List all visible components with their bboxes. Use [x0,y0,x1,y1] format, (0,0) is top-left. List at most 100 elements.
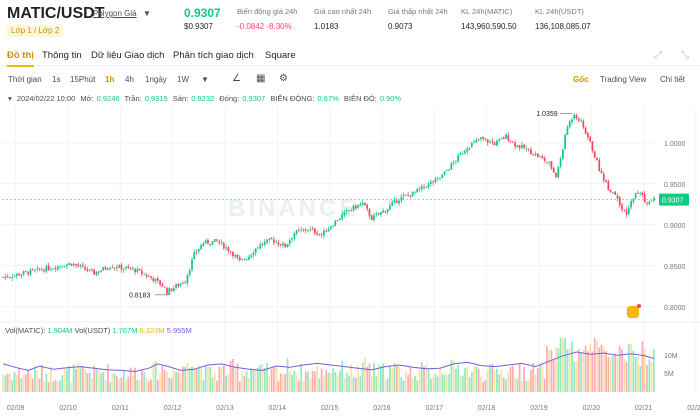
volume-bar [550,350,553,392]
volume-bar [505,379,507,392]
time-label: Thời gian [8,75,42,84]
asset-name-link[interactable]: Polygon Giá [93,9,137,18]
volume-bar [389,365,391,392]
volume-bar [477,368,480,392]
volume-bar [20,378,23,392]
candle-body [75,263,77,266]
settings-gear-icon[interactable]: ⚙ [279,73,288,84]
pair-dropdown-icon[interactable]: ▼ [143,9,151,18]
volume-bar [68,366,70,392]
view-tradingview[interactable]: Trading View [600,75,647,84]
volume-bar [573,361,576,392]
ohlc-change: 0.67% [317,94,339,103]
candle-body [402,195,405,197]
grid-layout-icon[interactable]: ▦ [256,73,266,84]
volume-bar [359,376,362,392]
volume-bar [63,368,66,392]
tab-chart[interactable]: Đồ thị [7,50,34,67]
tab-trading-data[interactable]: Dữ liệu Giao dịch [91,50,165,61]
volume-bar [323,375,325,392]
volume-bar [632,350,635,392]
x-tick-label: 02/15 [321,405,339,412]
volume-bar [361,362,364,392]
volume-bar [302,381,305,392]
candle-body [434,178,437,182]
volume-bar [31,378,34,392]
candle-body [270,237,273,239]
trade-float-icon[interactable] [627,306,639,318]
candle-body [568,121,571,128]
candle-body [646,203,648,204]
volume-bar [40,364,43,392]
candle-body [461,153,464,155]
volume-bar [273,366,275,392]
volume-bar [88,372,91,392]
volume-bar [200,368,202,392]
ohlc-date: 2024/02/22 10:00 [16,94,76,103]
indicator-icon[interactable]: ∠ [232,73,241,84]
volume-bar [136,379,139,392]
candle-body [150,276,152,278]
candle-body [348,209,350,211]
candle-body [650,200,653,202]
candle-body [279,244,282,246]
interval-1s[interactable]: 1s [52,75,61,84]
volume-bar [466,366,469,392]
candle-body [179,283,182,286]
volume-bar [182,366,184,392]
candle-body [459,153,462,156]
interval-15m[interactable]: 15Phút [70,75,96,84]
candle-body [70,263,73,266]
volume-bar [61,375,64,392]
candle-body [536,153,539,158]
fullscreen-icon[interactable]: ⤢ [654,50,662,61]
candle-body [443,171,446,175]
candle-body [391,202,394,206]
volume-bar [329,373,332,392]
volume-bar [352,376,355,392]
expand-icon[interactable]: ⤡ [681,50,689,61]
price-chart[interactable]: 1.0000 0.9500 0.9000 0.8500 0.8000 02/09 02/10… [0,106,700,418]
volume-bar [222,365,225,392]
candle-body [361,202,364,205]
volume-bar [316,366,318,392]
interval-1d[interactable]: 1ngày [145,75,167,84]
x-tick-label: 02/14 [269,405,287,412]
interval-dropdown-icon[interactable]: ▼ [201,75,209,84]
interval-4h[interactable]: 4h [125,75,134,84]
candle-body [50,269,52,271]
view-depth[interactable]: Chi tiết [660,75,685,84]
candle-body [329,226,332,229]
tab-info[interactable]: Thông tin [42,50,82,61]
volume-bar [618,345,621,392]
candle-body [47,265,50,270]
candle-body [286,243,289,247]
legend-toggle-icon[interactable]: ▾ [8,94,12,103]
category-badge[interactable]: Lớp 1 / Lớp 2 [7,25,64,37]
volume-bar [621,348,623,392]
volume-bar [70,382,73,392]
volume-bar [541,362,544,392]
volume-bar [257,367,259,392]
volume-bar [266,362,268,392]
candle-body [191,259,193,270]
tab-trading-analysis[interactable]: Phân tích giao dịch [173,50,254,61]
view-original[interactable]: Gốc [573,75,589,84]
interval-1h[interactable]: 1h [105,75,115,84]
volume-bar [263,367,266,392]
volume-bar [45,373,48,392]
volume-bar [163,370,166,392]
interval-1w[interactable]: 1W [177,75,189,84]
volume-bar [582,349,585,392]
candle-body [182,283,184,284]
volume-bar [459,375,462,392]
candle-body [136,268,139,273]
volume-bar [343,378,346,392]
volume-bar [172,370,175,392]
candle-body [127,266,130,268]
candle-body [293,233,296,239]
tab-square[interactable]: Square [265,50,296,61]
volume-bar [109,382,111,392]
volume-bar [425,364,428,392]
volume-bar [637,356,639,392]
